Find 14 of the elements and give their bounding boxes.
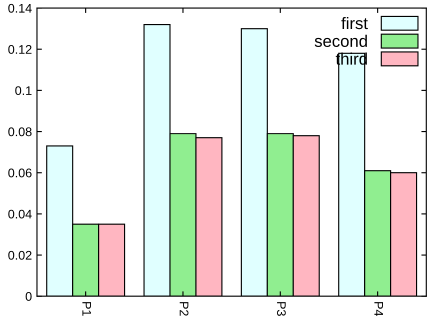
legend-label: second xyxy=(314,34,367,48)
legend-label: first xyxy=(341,16,368,30)
y-tick-label: 0.02 xyxy=(8,250,32,260)
y-tick-label: 0.12 xyxy=(8,45,32,54)
y-tick-label: 0.08 xyxy=(8,127,32,136)
y-tick-label: 0 xyxy=(26,292,32,301)
x-tick-label: P3 xyxy=(276,302,286,316)
y-tick-label: 0.06 xyxy=(8,168,32,178)
x-tick-label: P4 xyxy=(374,302,383,316)
y-tick-label: 0.1 xyxy=(15,86,32,96)
x-tick-label: P1 xyxy=(82,302,92,316)
x-tick-label: P2 xyxy=(180,302,188,316)
y-tick-label: 0.04 xyxy=(8,210,32,219)
y-tick-label: 0.14 xyxy=(8,4,32,13)
